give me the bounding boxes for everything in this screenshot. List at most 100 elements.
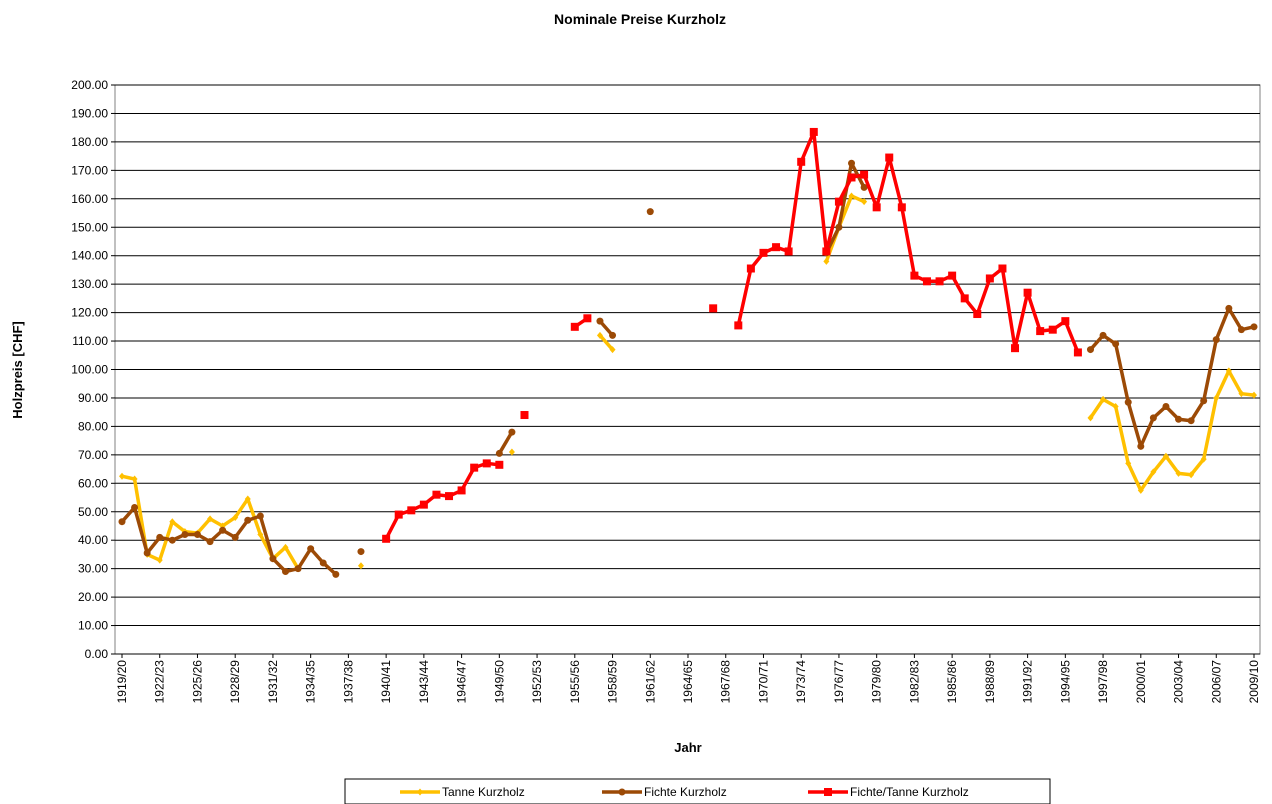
marker: [618, 788, 626, 796]
x-tick-label: 1976/77: [832, 660, 846, 704]
marker: [596, 331, 603, 339]
marker: [419, 500, 428, 509]
marker: [973, 310, 982, 319]
marker: [910, 271, 919, 280]
marker: [1137, 442, 1145, 450]
marker: [1225, 367, 1232, 375]
marker: [1112, 340, 1120, 348]
marker: [244, 516, 252, 524]
marker: [294, 565, 302, 573]
marker: [824, 788, 832, 796]
y-tick-label: 100.00: [71, 363, 108, 377]
x-tick-label: 1934/35: [304, 660, 318, 704]
marker: [998, 264, 1007, 273]
x-tick-label: 1958/59: [606, 660, 620, 704]
x-tick-label: 1925/26: [190, 660, 204, 704]
marker: [847, 173, 856, 182]
marker: [848, 192, 855, 200]
x-tick-label: 1964/65: [681, 660, 695, 704]
marker: [1112, 402, 1119, 410]
x-axis-label: Jahr: [674, 740, 701, 755]
x-tick-label: 1997/98: [1096, 660, 1110, 704]
x-tick-label: 1955/56: [568, 660, 582, 704]
marker: [935, 277, 944, 286]
marker: [131, 475, 138, 483]
marker: [119, 472, 125, 480]
marker: [1087, 414, 1094, 422]
marker: [734, 321, 743, 330]
marker: [445, 492, 454, 501]
marker: [181, 531, 189, 539]
marker: [822, 247, 831, 256]
marker: [1011, 344, 1020, 353]
x-tick-label: 1982/83: [907, 660, 921, 704]
marker: [1212, 336, 1220, 344]
marker: [897, 203, 906, 212]
marker: [1023, 288, 1032, 297]
marker: [495, 449, 503, 457]
marker: [860, 170, 869, 179]
x-tick-label: 1928/29: [228, 660, 242, 704]
marker: [985, 274, 994, 283]
x-tick-label: 1994/95: [1058, 660, 1072, 704]
marker: [1225, 304, 1233, 312]
y-tick-label: 30.00: [78, 562, 108, 576]
marker: [432, 490, 441, 499]
x-tick-label: 1949/50: [492, 660, 506, 704]
marker: [772, 243, 781, 252]
marker: [282, 543, 289, 551]
x-tick-label: 2006/07: [1209, 660, 1223, 704]
marker: [495, 460, 504, 469]
x-tick-label: 1919/20: [115, 660, 129, 704]
marker: [596, 317, 604, 325]
x-tick-label: 1979/80: [870, 660, 884, 704]
marker: [256, 512, 264, 520]
marker: [583, 314, 592, 323]
marker: [1188, 471, 1195, 479]
marker: [784, 247, 793, 256]
marker: [1100, 395, 1107, 403]
x-tick-label: 1985/86: [945, 660, 959, 704]
marker: [1200, 455, 1207, 463]
marker: [357, 562, 364, 570]
y-tick-label: 60.00: [78, 476, 108, 490]
marker: [231, 533, 239, 541]
marker: [609, 346, 616, 354]
marker: [269, 555, 277, 563]
x-tick-label: 2003/04: [1172, 660, 1186, 704]
marker: [1086, 346, 1094, 354]
series-line: [120, 161, 1255, 576]
marker: [482, 459, 491, 468]
marker: [848, 159, 856, 167]
marker: [797, 157, 806, 166]
marker: [1250, 323, 1258, 331]
marker: [872, 203, 881, 212]
y-tick-label: 160.00: [71, 192, 108, 206]
y-tick-label: 140.00: [71, 249, 108, 263]
marker: [960, 294, 969, 303]
marker: [646, 208, 654, 216]
y-tick-label: 50.00: [78, 505, 108, 519]
marker: [885, 153, 894, 162]
legend-label: Fichte Kurzholz: [644, 785, 727, 799]
marker: [470, 463, 479, 472]
marker: [1137, 486, 1144, 494]
marker: [1125, 459, 1132, 467]
marker: [1237, 326, 1245, 334]
x-tick-label: 1988/89: [983, 660, 997, 704]
marker: [332, 570, 340, 578]
y-tick-label: 20.00: [78, 590, 108, 604]
marker: [219, 526, 227, 534]
y-axis-label: Holzpreis [CHF]: [10, 321, 25, 419]
x-tick-label: 1922/23: [153, 660, 167, 704]
marker: [207, 515, 214, 523]
marker: [1187, 417, 1195, 425]
marker: [709, 304, 718, 313]
marker: [861, 198, 868, 206]
y-tick-label: 200.00: [71, 78, 108, 92]
x-tick-label: 2000/01: [1134, 660, 1148, 704]
marker: [1238, 390, 1245, 398]
marker: [407, 506, 416, 515]
marker: [570, 322, 579, 331]
